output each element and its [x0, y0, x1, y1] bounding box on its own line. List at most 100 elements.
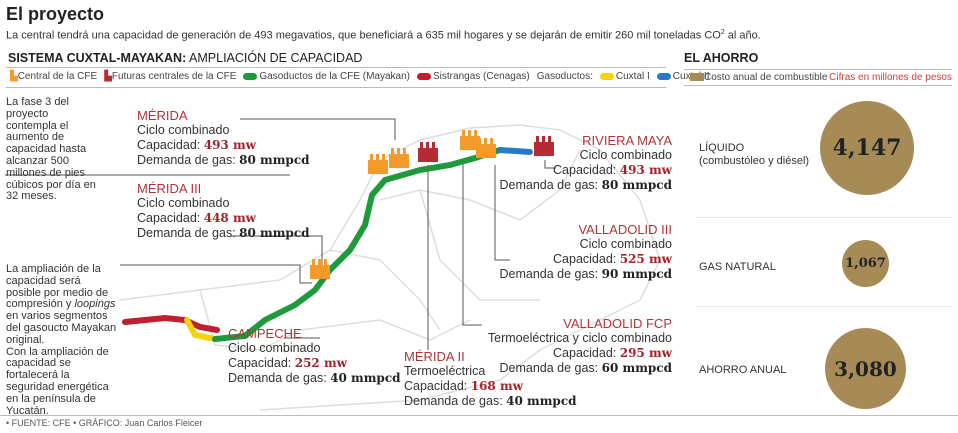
divider: [684, 69, 952, 70]
pipeline-swatch: [417, 72, 432, 80]
section-title-rest: AMPLIACIÓN DE CAPACIDAD: [186, 51, 363, 65]
label: Capacidad:: [228, 356, 295, 370]
row-label: AHORRO ANUAL: [699, 364, 787, 376]
label: Capacidad:: [137, 138, 204, 152]
plant-capacity: 525 mw: [619, 252, 672, 266]
row-label: GAS NATURAL: [699, 261, 776, 273]
factory-icons: [310, 130, 554, 279]
plant-type: Ciclo combinado: [137, 123, 230, 137]
pipeline-map: [5, 118, 661, 411]
label: Demanda de gas:: [499, 178, 602, 192]
label: Capacidad:: [553, 163, 620, 177]
plant-name: MÉRIDA III: [137, 181, 202, 196]
row-sublabel: (combustóleo y diésel): [699, 155, 810, 167]
label: Demanda de gas:: [137, 153, 240, 167]
plant-type: Ciclo combinado: [579, 237, 672, 251]
cuxtal-2-pipeline: [497, 147, 533, 155]
plant-gas: 90 mmpcd: [601, 267, 672, 281]
leader-lines: [5, 118, 556, 350]
plant-gas: 80 mmpcd: [239, 153, 310, 167]
legend-item: ▙Futuras centrales de la CFE: [104, 71, 236, 82]
plant-gas: 80 mmpcd: [601, 178, 672, 192]
subtitle: La central tendrá una capacidad de gener…: [6, 29, 761, 42]
label: Capacidad:: [553, 346, 620, 360]
plant-valladolid-fcp: VALLADOLID FCP Termoeléctrica y ciclo com…: [488, 316, 672, 376]
divider: [684, 85, 952, 86]
legend-label: Sistrangas (Cenagas): [433, 71, 530, 82]
plant-capacity: 252 mw: [294, 356, 347, 370]
legend-item: Costo anual de combustible: [690, 72, 827, 83]
divider: [0, 415, 958, 416]
row-label: LÍQUIDO: [699, 142, 745, 154]
note-text: La ampliación de la capacidad será posib…: [6, 263, 109, 311]
plant-name: VALLADOLID FCP: [563, 316, 672, 331]
plant-capacity: 448 mw: [203, 211, 256, 225]
plant-gas: 40 mmpcd: [506, 394, 577, 408]
plant-type: Ciclo combinado: [579, 148, 672, 162]
divider: [696, 306, 952, 307]
footer-credits: • FUENTE: CFE • GRÁFICO: Juan Carlos Fle…: [6, 418, 203, 428]
subtitle-end: al año.: [724, 29, 761, 42]
plant-name: MÉRIDA II: [404, 349, 465, 364]
factory-icon: ▙: [104, 71, 112, 82]
plant-capacity: 493 mw: [619, 163, 672, 177]
label: Demanda de gas:: [228, 371, 331, 385]
plant-type: Ciclo combinado: [137, 196, 230, 210]
pipeline-swatch: [243, 72, 258, 80]
plant-capacity: 295 mw: [619, 346, 672, 360]
note-ampliacion: La ampliación de la capacidad será posib…: [6, 263, 118, 417]
pipeline-swatch: [656, 72, 671, 80]
plant-gas: 60 mmpcd: [601, 361, 672, 375]
plant-type: Termoeléctrica: [404, 364, 486, 378]
legend-label: Costo anual de combustible: [704, 72, 828, 83]
legend-gasoductos: Gasoductos:: [536, 71, 593, 82]
bubble-ahorro-anual: 3,080: [825, 328, 906, 409]
plant-name: MÉRIDA: [137, 108, 188, 123]
divider: [6, 87, 666, 88]
legend-label: Gasoductos de la CFE (Mayakan): [259, 71, 411, 82]
label: Demanda de gas:: [499, 361, 602, 375]
factory-icon: ▙: [10, 71, 18, 82]
units-note: Cifras en millones de pesos: [829, 72, 952, 83]
plant-type: Ciclo combinado: [228, 341, 321, 355]
plant-merida: MÉRIDA Ciclo combinado Capacidad: 493 mw …: [137, 108, 310, 168]
page-title: El proyecto: [6, 4, 105, 24]
legend-item: ▙Central de la CFE: [10, 71, 97, 82]
plant-valladolid-iii: VALLADOLID III Ciclo combinado Capacidad:…: [499, 222, 672, 282]
plant-capacity: 168 mw: [470, 379, 523, 393]
plant-merida-iii: MÉRIDA III Ciclo combinado Capacidad: 448…: [137, 181, 310, 241]
label: Demanda de gas:: [137, 226, 240, 240]
legend-label: Cuxtal I: [615, 71, 650, 82]
plant-type: Termoeléctrica y ciclo combinado: [487, 331, 672, 345]
note-italic: loopings: [74, 298, 116, 311]
plant-merida-ii: MÉRIDA II Termoeléctrica Capacidad: 168 m…: [404, 349, 577, 409]
note-text: Con la ampliación de capacidad se fortal…: [6, 345, 109, 417]
subtitle-sup: 2: [720, 29, 725, 36]
legend-item: Gasoductos de la CFE (Mayakan): [243, 71, 410, 82]
map-section-title: SISTEMA CUXTAL-MAYAKAN: AMPLIACIÓN DE CA…: [8, 51, 362, 65]
pipeline-swatch: [599, 72, 614, 80]
plant-gas: 80 mmpcd: [239, 226, 310, 240]
plant-capacity: 493 mw: [203, 138, 256, 152]
ahorro-legend: Costo anual de combustible Cifras en mil…: [690, 72, 952, 83]
legend-item: Cuxtal I: [599, 71, 650, 82]
label: Capacidad:: [404, 379, 471, 393]
note-fase3: La fase 3 del proyecto contempla el aume…: [6, 96, 96, 203]
label: Demanda de gas:: [404, 394, 507, 408]
divider: [6, 67, 666, 68]
sistrangas-pipeline: [122, 314, 220, 333]
label: Capacidad:: [553, 252, 620, 266]
subtitle-text: La central tendrá una capacidad de gener…: [6, 29, 721, 42]
ahorro-title: EL AHORRO: [684, 51, 759, 65]
section-title-bold: SISTEMA CUXTAL-MAYAKAN:: [8, 51, 187, 65]
plant-name: CAMPECHE: [228, 326, 302, 341]
mayakan-pipeline: [212, 147, 503, 342]
cuxtal-1-pipeline: [184, 317, 218, 342]
plant-name: VALLADOLID III: [578, 222, 672, 237]
map-borders: [119, 124, 661, 411]
note-text: en varios segmentos del gasoucto Mayakan…: [6, 310, 117, 346]
divider: [696, 217, 952, 218]
ahorro-row-label: LÍQUIDO (combustóleo y diésel): [699, 142, 809, 168]
legend-item: Sistrangas (Cenagas): [417, 71, 530, 82]
